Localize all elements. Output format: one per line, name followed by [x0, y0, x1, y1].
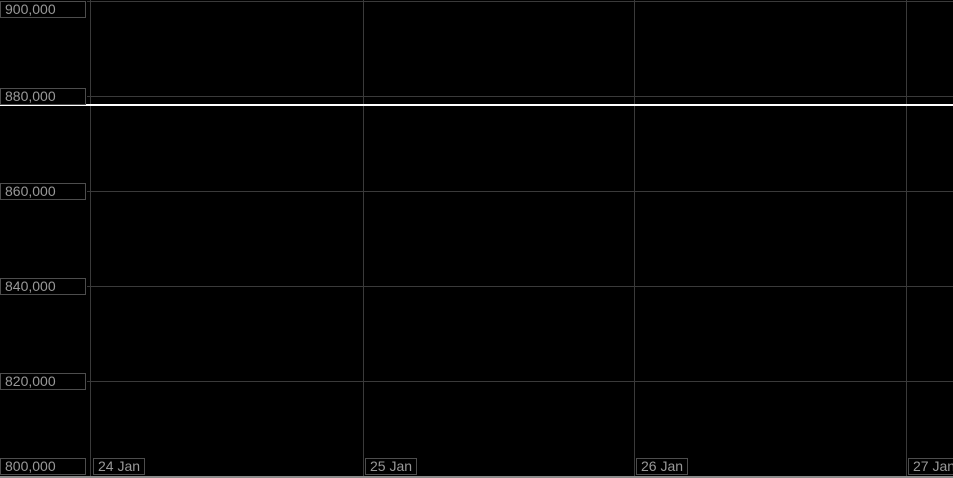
gridline-vertical-24jan	[90, 0, 91, 476]
y-axis-label-860000: 860,000	[0, 183, 86, 200]
gridline-horizontal-860000	[87, 191, 953, 192]
gridline-vertical-25jan	[363, 0, 364, 476]
x-axis-label-25jan: 25 Jan	[365, 458, 417, 475]
x-axis-line	[0, 476, 953, 478]
x-axis-label-27jan: 27 Jan	[908, 458, 953, 475]
x-axis-label-26jan: 26 Jan	[636, 458, 688, 475]
y-axis-label-800000: 800,000	[0, 458, 86, 475]
y-axis-label-900000: 900,000	[0, 1, 86, 18]
gridline-vertical-27jan	[906, 0, 907, 476]
current-price-line	[0, 104, 953, 106]
gridline-vertical-26jan	[634, 0, 635, 476]
y-axis-label-840000: 840,000	[0, 278, 86, 295]
y-axis-label-880000: 880,000	[0, 88, 86, 105]
y-axis-label-820000: 820,000	[0, 373, 86, 390]
gridline-horizontal-840000	[87, 286, 953, 287]
x-axis-label-24jan: 24 Jan	[93, 458, 145, 475]
gridline-horizontal-900000	[87, 1, 953, 2]
gridline-horizontal-820000	[87, 381, 953, 382]
gridline-horizontal-880000	[87, 96, 953, 97]
